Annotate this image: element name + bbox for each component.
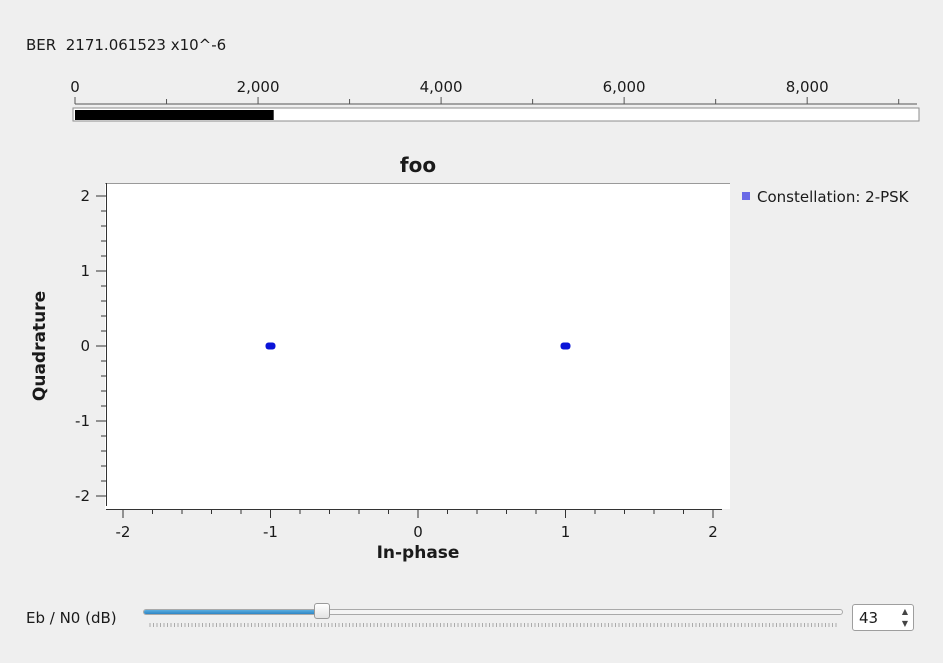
slider-handle[interactable] [314,603,330,619]
x-tick-label: -2 [116,523,131,541]
ber-scale-ticks: 0 2,000 4,000 6,000 8,000 [70,78,900,104]
ber-progress-gauge: 0 2,000 4,000 6,000 8,000 [70,78,920,122]
ber-tick-label: 8,000 [786,78,829,96]
y-axis-label: Quadrature [30,291,50,401]
spinbox-value[interactable]: 43 [859,609,879,627]
ber-tick-label: 4,000 [420,78,463,96]
legend-swatch-icon [742,192,750,200]
x-tick-label: 0 [413,523,423,541]
ber-readout: BER 2171.061523 x10^-6 [26,36,226,54]
chart-title: foo [400,153,436,177]
ber-bar-frame [72,107,920,122]
x-axis-label: In-phase [377,543,460,563]
spin-up-icon[interactable]: ▲ [901,607,909,616]
eb-n0-spinbox[interactable]: 43 ▲ ▼ [852,604,914,631]
ber-label: BER [26,36,57,54]
constellation-plot: foo 2 1 0 -1 -2 -2 -1 0 1 2 In-phase Quadrature [30,153,730,563]
ber-value: 2171.061523 x10^-6 [65,36,227,54]
ber-bar-fill [75,110,274,120]
eb-n0-slider[interactable] [143,609,843,615]
ber-tick-label: 2,000 [237,78,280,96]
y-tick-label: 0 [80,337,90,355]
plot-canvas [105,183,730,509]
y-tick-label: -1 [75,412,90,430]
ber-tick-label: 0 [70,78,80,96]
x-tick-label: -1 [263,523,278,541]
y-tick-label: 1 [80,262,90,280]
y-tick-label: -2 [75,487,90,505]
legend-item: Constellation: 2-PSK [742,188,909,206]
x-tick-label: 1 [561,523,571,541]
y-axis-ticks: 2 1 0 -1 -2 [75,187,106,505]
data-point [560,342,571,350]
spin-down-icon[interactable]: ▼ [901,619,909,628]
eb-n0-label: Eb / N0 (dB) [26,609,117,627]
ber-tick-label: 6,000 [603,78,646,96]
legend-label: Constellation: 2-PSK [757,188,909,206]
data-point [265,342,276,350]
data-points [265,342,571,350]
x-tick-label: 2 [708,523,718,541]
slider-fill [144,610,323,614]
y-tick-label: 2 [80,187,90,205]
x-axis-ticks: -2 -1 0 1 2 [116,509,718,541]
